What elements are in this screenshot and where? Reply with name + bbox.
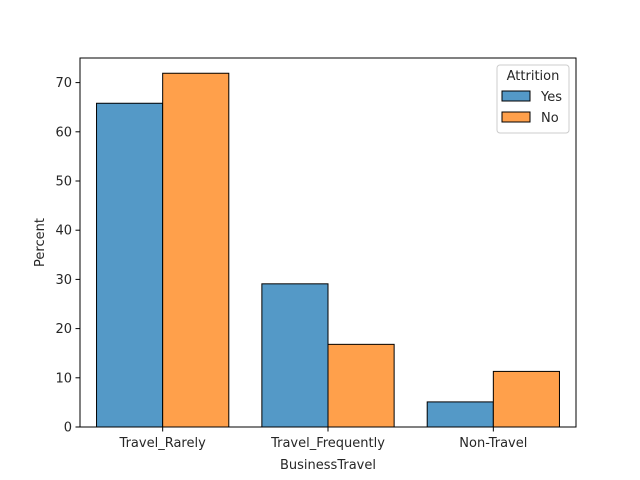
legend-swatch-yes — [501, 90, 531, 102]
y-tick-label: 70 — [55, 76, 72, 91]
x-axis-title: BusinessTravel — [280, 458, 376, 473]
legend-swatch-no — [501, 111, 531, 123]
y-axis: 0 10 20 30 40 50 60 70 — [55, 76, 80, 436]
y-tick-label: 30 — [55, 273, 72, 288]
bar-non-travel-no — [492, 370, 560, 428]
bar-non-travel-yes — [426, 401, 494, 428]
y-tick-label: 50 — [55, 175, 72, 190]
x-tick-label: Travel_Frequently — [270, 436, 385, 451]
y-axis-title: Percent — [33, 218, 48, 267]
x-tick-label: Travel_Rarely — [119, 436, 207, 451]
legend-title: Attrition — [507, 69, 560, 84]
y-tick-label: 20 — [55, 322, 72, 337]
legend: Attrition Yes No — [496, 64, 570, 134]
x-tick-label: Non-Travel — [459, 436, 527, 451]
legend-label-no: No — [541, 111, 559, 126]
y-tick-label: 40 — [55, 224, 72, 239]
bars-group — [96, 72, 560, 428]
bar-travel-rarely-no — [162, 72, 230, 428]
y-tick-label: 0 — [64, 421, 72, 436]
bar-travel-rarely-yes — [96, 102, 164, 428]
x-axis: Travel_Rarely Travel_Frequently Non-Travel — [119, 427, 527, 451]
y-tick-label: 60 — [55, 125, 72, 140]
legend-label-yes: Yes — [540, 90, 562, 105]
plot-frame — [79, 57, 577, 428]
bar-travel-frequently-yes — [261, 283, 329, 428]
y-tick-label: 10 — [55, 371, 72, 386]
bar-travel-frequently-no — [327, 343, 395, 428]
